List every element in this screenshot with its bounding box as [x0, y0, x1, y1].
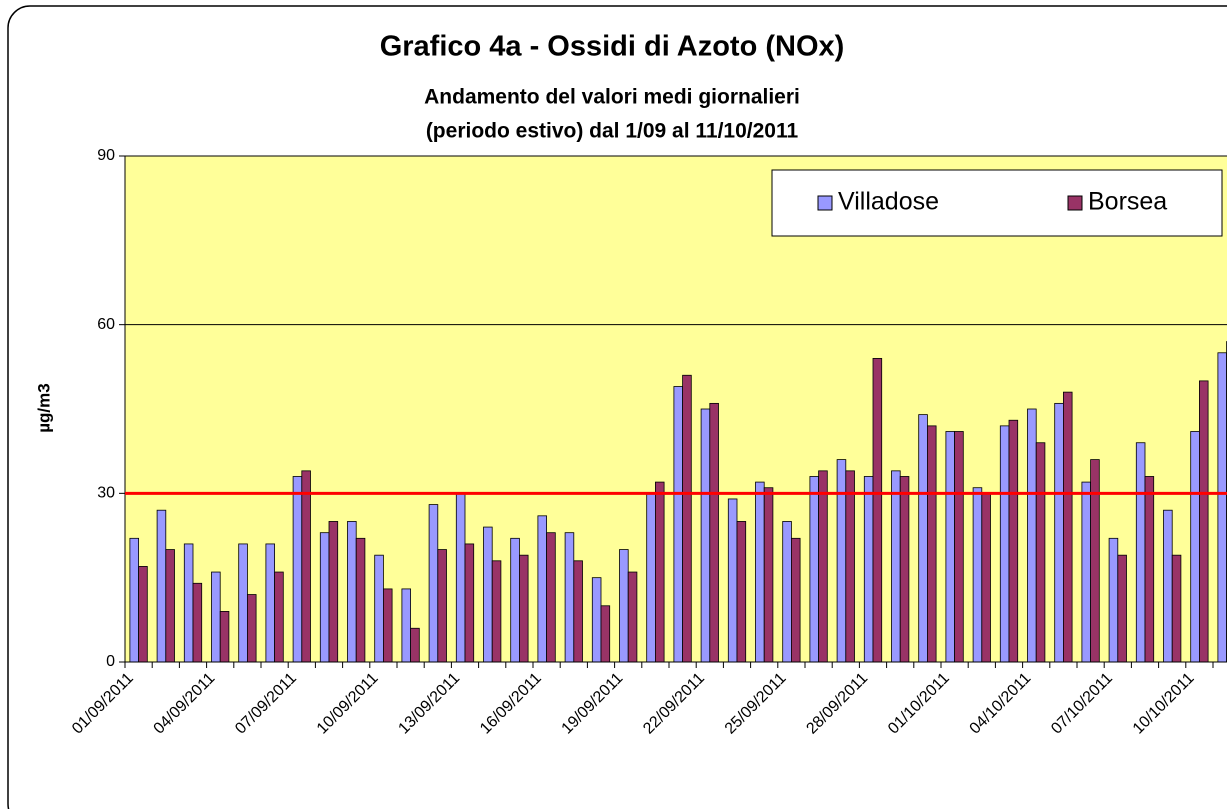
- bar: [455, 492, 466, 663]
- bar: [1035, 442, 1046, 663]
- chart-subtitle: Andamento del valori medi giornalieri: [424, 86, 800, 109]
- y-tick-label: 60: [97, 316, 115, 333]
- bar: [410, 627, 420, 663]
- bar: [510, 537, 520, 663]
- legend-swatch: [817, 195, 833, 211]
- y-tick-label: 90: [97, 147, 115, 164]
- bar: [736, 521, 747, 663]
- bar: [1190, 431, 1200, 663]
- bar: [347, 521, 357, 663]
- bar: [700, 408, 711, 663]
- bar: [1144, 476, 1155, 663]
- bar: [872, 357, 883, 663]
- bar: [401, 588, 411, 663]
- bar: [1108, 537, 1119, 663]
- bar: [138, 566, 148, 663]
- y-axis-label: µg/m3: [34, 383, 53, 432]
- bar: [863, 476, 874, 663]
- bar: [1027, 408, 1037, 663]
- y-tick-label: 0: [106, 653, 115, 670]
- bar: [319, 532, 330, 663]
- bar: [954, 431, 964, 663]
- bar: [537, 515, 547, 663]
- bar: [619, 549, 629, 663]
- bar: [437, 549, 447, 663]
- bar: [1217, 352, 1227, 663]
- bar: [809, 476, 819, 663]
- bar: [1171, 554, 1182, 663]
- bar: [627, 571, 638, 663]
- bar: [673, 386, 683, 663]
- bar: [1135, 442, 1146, 663]
- bar: [818, 470, 828, 663]
- bar: [981, 492, 991, 663]
- bar: [646, 492, 656, 663]
- bar: [999, 425, 1010, 663]
- bar: [1054, 402, 1064, 663]
- bar: [945, 431, 955, 663]
- chart-subtitle: (periodo estivo) dal 1/09 al 11/10/2011: [426, 120, 799, 143]
- y-tick-label: 30: [97, 485, 115, 502]
- bar: [591, 577, 602, 663]
- bar: [1008, 419, 1019, 663]
- legend-swatch: [1067, 195, 1083, 211]
- bar: [564, 532, 575, 663]
- bar: [836, 459, 847, 663]
- bar: [763, 487, 774, 663]
- bar: [727, 498, 738, 663]
- bar: [782, 521, 792, 663]
- chart-title: Grafico 4a - Ossidi di Azoto (NOx): [380, 31, 845, 63]
- bar: [546, 532, 556, 663]
- bar: [483, 526, 493, 663]
- bar: [573, 560, 583, 663]
- bar: [428, 504, 439, 663]
- bar: [1090, 459, 1100, 663]
- bar: [274, 571, 284, 663]
- bar: [1063, 391, 1073, 663]
- bar: [292, 476, 303, 663]
- bar: [301, 470, 311, 663]
- bar: [682, 374, 692, 663]
- bar: [246, 594, 257, 663]
- bar: [927, 425, 937, 663]
- legend: [771, 169, 1223, 237]
- bar: [265, 543, 275, 663]
- bar: [655, 481, 665, 663]
- legend-label: Villadose: [838, 188, 939, 216]
- bar: [382, 588, 393, 663]
- bar: [374, 554, 384, 663]
- bar: [600, 605, 611, 663]
- bar: [1081, 481, 1091, 663]
- bar: [1163, 509, 1173, 663]
- bar: [1117, 554, 1127, 663]
- bar: [899, 476, 910, 663]
- bar: [755, 481, 765, 663]
- bar: [891, 470, 901, 663]
- bar: [355, 537, 366, 663]
- bar: [328, 521, 339, 663]
- bar: [972, 487, 983, 663]
- bar: [156, 509, 167, 663]
- bar: [238, 543, 248, 663]
- bar: [845, 470, 855, 663]
- legend-label: Borsea: [1088, 188, 1167, 216]
- bar: [1199, 380, 1209, 663]
- bar: [918, 414, 928, 663]
- bar: [709, 402, 719, 663]
- bar: [183, 543, 194, 663]
- bar: [219, 611, 230, 663]
- bar: [192, 582, 203, 663]
- bar: [791, 537, 801, 663]
- bar: [491, 560, 502, 663]
- bar: [129, 537, 139, 663]
- bar: [464, 543, 475, 663]
- bar: [519, 554, 529, 663]
- bar: [165, 549, 175, 663]
- bar: [211, 571, 221, 663]
